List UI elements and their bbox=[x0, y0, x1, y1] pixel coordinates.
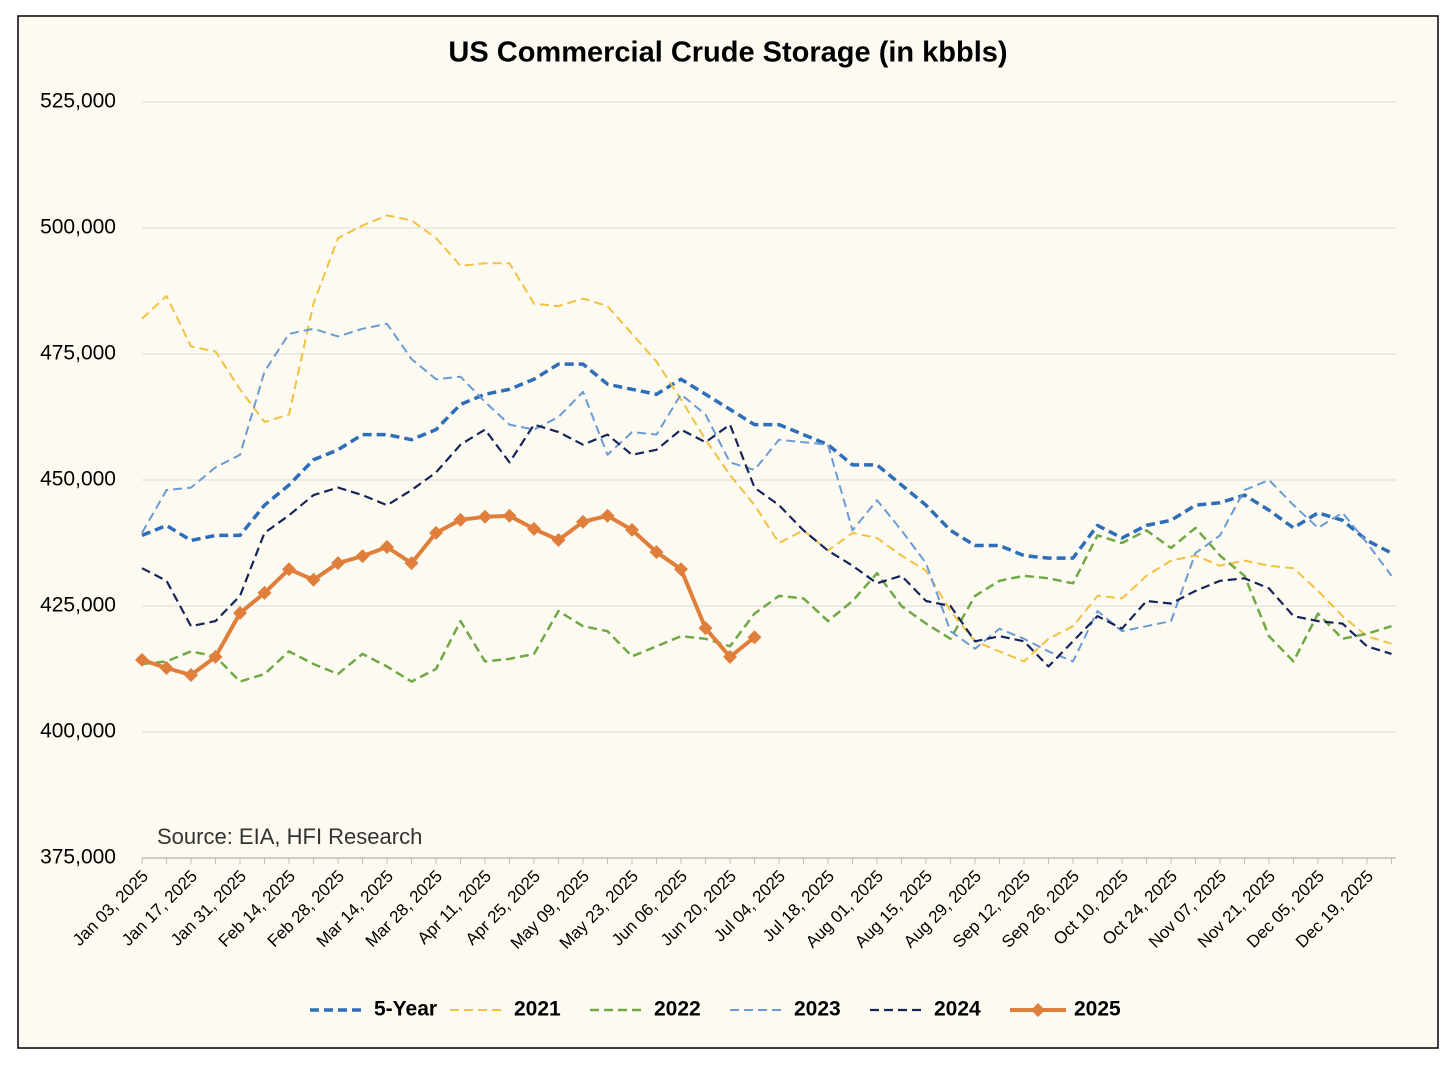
legend-label: 2025 bbox=[1074, 998, 1121, 1021]
legend-marker bbox=[1031, 1003, 1045, 1017]
data-point bbox=[747, 630, 762, 645]
data-point bbox=[625, 522, 639, 537]
y-tick-label: 525,000 bbox=[40, 90, 116, 113]
series-line bbox=[141, 322, 1393, 663]
data-point bbox=[576, 514, 590, 529]
chart-title: US Commercial Crude Storage (in kbbls) bbox=[448, 37, 1007, 69]
series-line bbox=[141, 423, 1392, 668]
data-point bbox=[355, 549, 370, 564]
data-point bbox=[429, 525, 443, 540]
legend-label: 2024 bbox=[934, 998, 981, 1021]
data-point bbox=[527, 521, 541, 536]
series-line bbox=[141, 513, 756, 677]
chart-frame bbox=[17, 15, 1439, 1049]
data-point bbox=[698, 621, 713, 636]
data-point bbox=[453, 512, 468, 527]
data-point bbox=[135, 652, 149, 667]
data-point bbox=[380, 540, 394, 555]
data-point bbox=[306, 572, 321, 587]
legend-label: 2023 bbox=[794, 998, 841, 1021]
y-tick-label: 375,000 bbox=[40, 846, 116, 869]
data-point bbox=[233, 606, 247, 621]
legend-label: 5-Year bbox=[374, 998, 437, 1021]
data-point bbox=[478, 509, 492, 524]
data-point bbox=[404, 556, 419, 571]
data-point bbox=[502, 508, 517, 523]
legend-label: 2021 bbox=[514, 998, 561, 1021]
y-tick-label: 500,000 bbox=[40, 216, 116, 239]
data-point bbox=[159, 660, 174, 675]
series-line bbox=[141, 214, 1392, 663]
data-point bbox=[723, 649, 737, 664]
data-point bbox=[184, 668, 198, 683]
y-tick-label: 400,000 bbox=[40, 720, 116, 743]
data-point bbox=[208, 649, 223, 664]
series-line bbox=[141, 526, 1392, 683]
annotation: Source: EIA, HFI Research bbox=[157, 824, 422, 849]
data-point bbox=[551, 532, 566, 547]
data-point bbox=[649, 545, 664, 560]
y-tick-label: 475,000 bbox=[40, 342, 116, 365]
y-tick-label: 450,000 bbox=[40, 468, 116, 491]
data-point bbox=[600, 508, 615, 523]
data-point bbox=[674, 562, 688, 577]
legend-label: 2022 bbox=[654, 998, 701, 1021]
data-point bbox=[282, 562, 296, 577]
series-line bbox=[141, 362, 1393, 560]
y-tick-label: 425,000 bbox=[40, 594, 116, 617]
data-point bbox=[331, 556, 345, 571]
data-point bbox=[257, 585, 272, 600]
